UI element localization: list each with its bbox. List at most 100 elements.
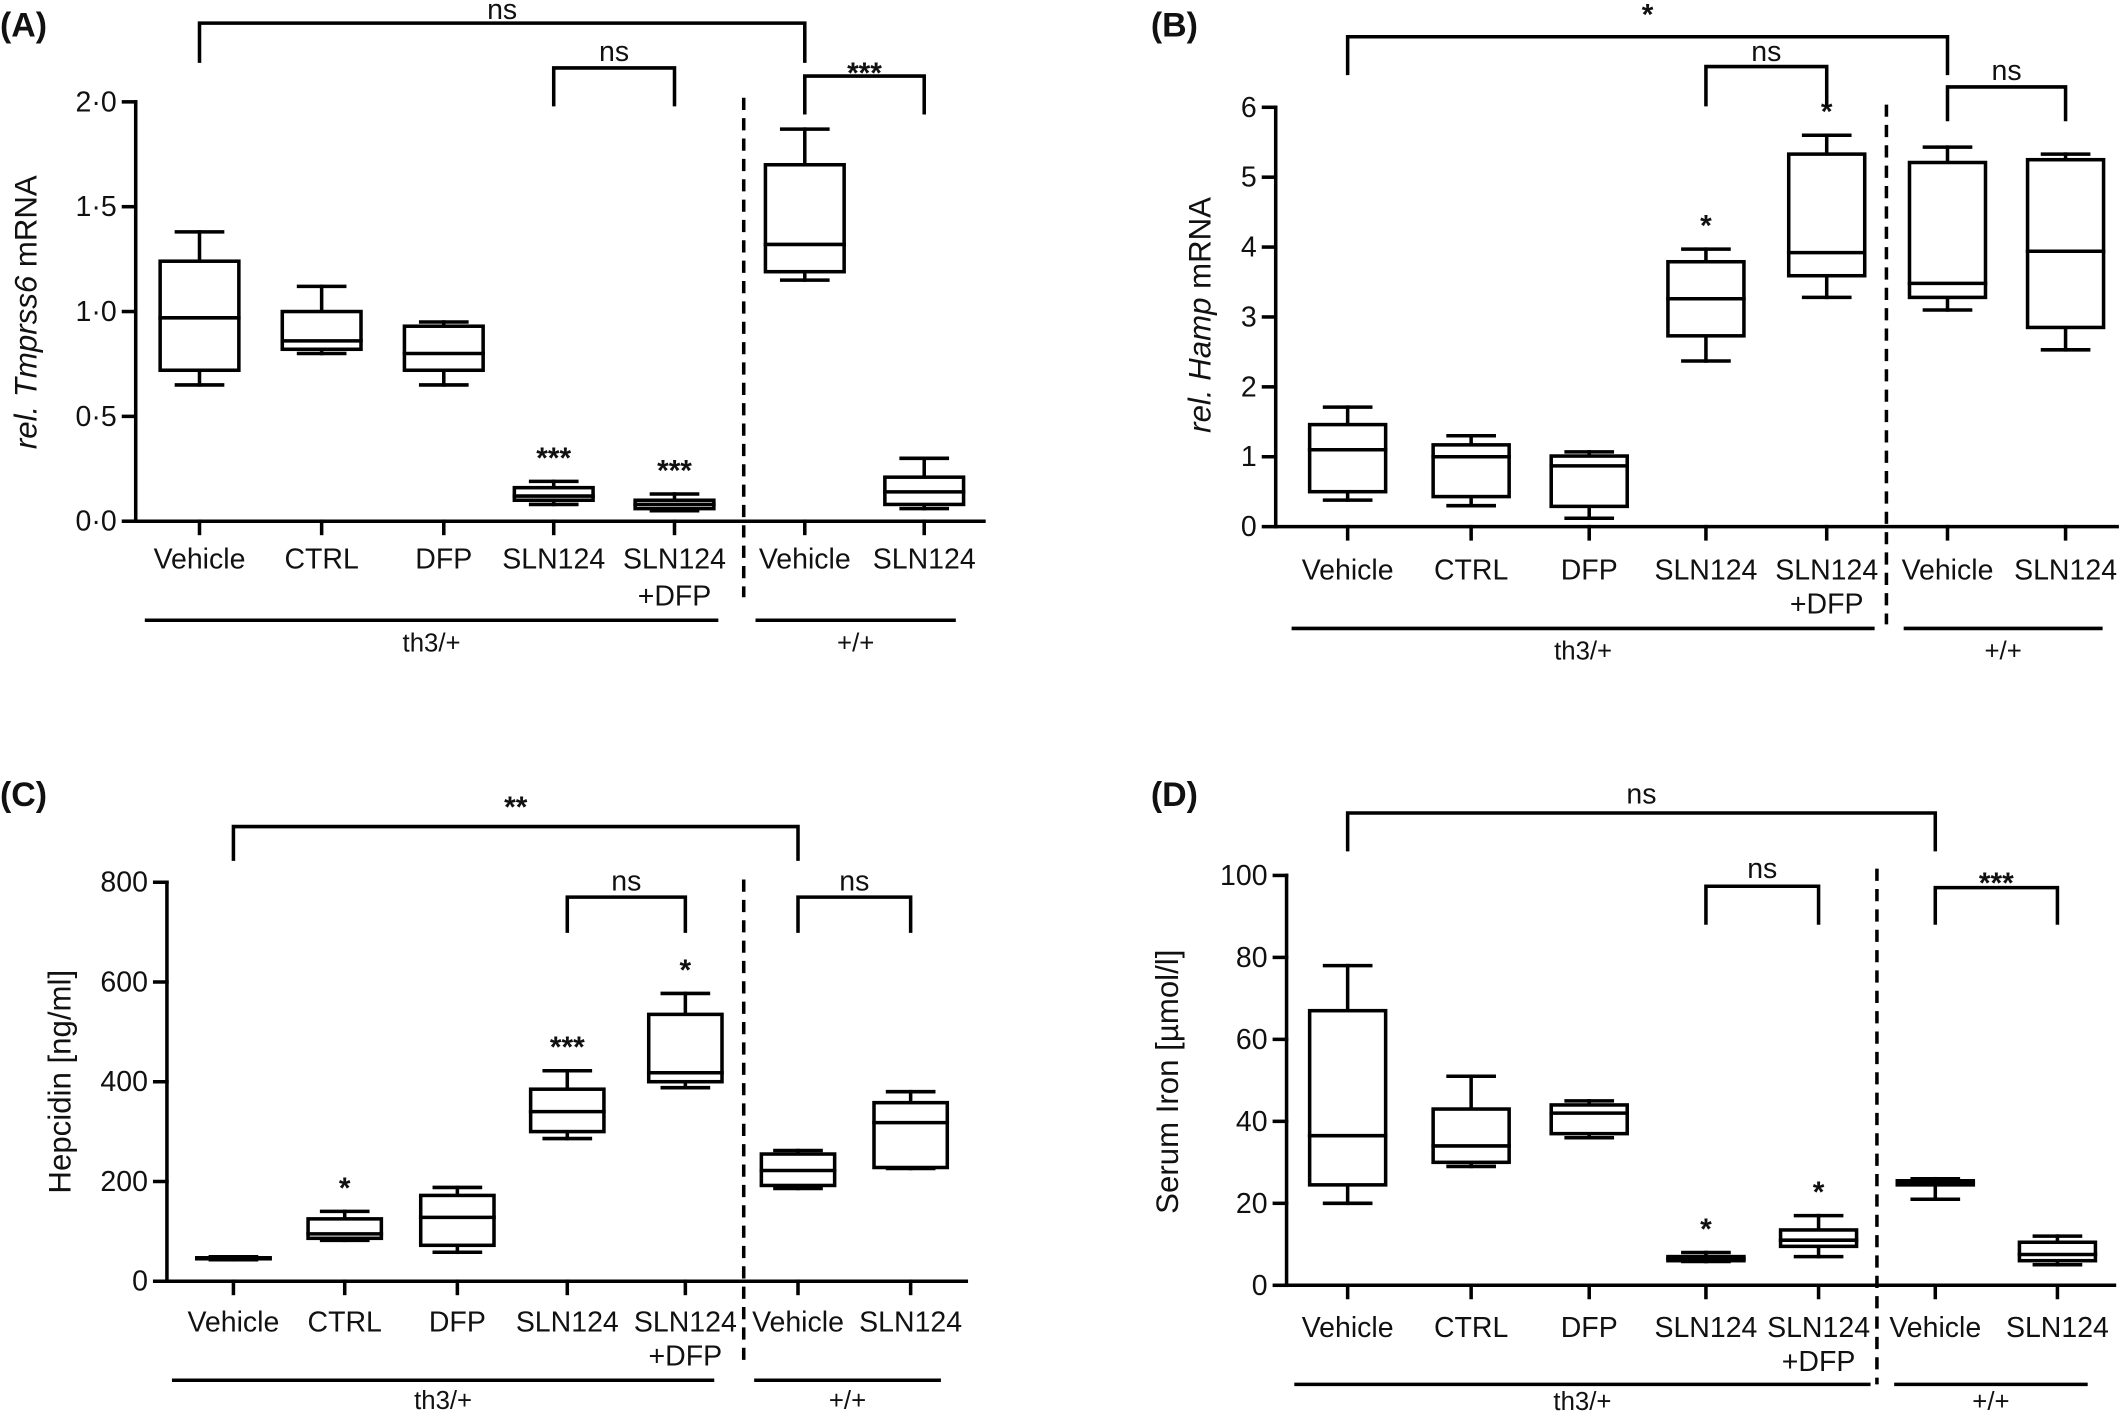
panel-c-category-label: DFP: [429, 1306, 486, 1338]
category-label-line: CTRL: [284, 544, 358, 576]
iqr-box: [763, 162, 846, 274]
panel-b-y-axis-label: rel. Hamp mRNA: [1183, 197, 1218, 433]
panel-d-y-tick-label: 80: [1236, 942, 1268, 974]
panel-a-comparison-label: ns: [487, 0, 517, 26]
panel-c-y-tick-label: 0: [132, 1266, 148, 1298]
panel-c-y-axis-label: Hepcidin [ng/ml]: [43, 970, 78, 1194]
panel-b-y-tick-label: 0: [1241, 511, 1257, 543]
panel-b-comparison-label: ns: [1991, 55, 2021, 87]
panel-d-category-label: SLN124 +DFP: [1767, 1312, 1870, 1378]
iqr-box: [646, 1012, 724, 1084]
iqr-box: [1907, 160, 1988, 300]
panel-b-group-label: +/+: [1985, 638, 2022, 666]
panel-a-label: (A): [0, 7, 47, 45]
panel-d-comparison-bracket: [1704, 884, 1821, 925]
category-label-line: Vehicle: [1302, 1312, 1394, 1344]
panel-d-box-plot-1: [1431, 1074, 1511, 1169]
panel-a-category-label: Vehicle: [759, 544, 851, 576]
panel-d-category-label: SLN124: [2006, 1312, 2109, 1344]
category-label-line: DFP: [1561, 1312, 1618, 1344]
panel-b-y-tick-label: 5: [1241, 162, 1257, 194]
category-label-line: +DFP: [1782, 1346, 1856, 1378]
panel-a-category-label: CTRL: [284, 544, 358, 576]
panel-c-box-plot-1: [306, 1209, 384, 1243]
category-label-line: SLN124: [2006, 1312, 2109, 1344]
panel-b: (B) 0 1 2 3 4 5 6 rel. Hamp mRNA Vehicle CTRL DFP SL…: [1151, 0, 2119, 666]
panel-b-box-plot-6: [2025, 152, 2106, 352]
panel-d-box-plot-2: [1549, 1099, 1629, 1140]
panel-a-category-label: SLN124 +DFP: [623, 544, 726, 613]
category-label-line: SLN124: [502, 544, 605, 576]
panel-c-y-tick-label: 200: [100, 1166, 148, 1198]
panel-a-category-label: DFP: [415, 544, 472, 576]
panel-b-y-tick-label: 3: [1241, 301, 1257, 333]
y-axis-label-part: Serum Iron [µmol/l]: [1150, 950, 1185, 1214]
category-label-line: SLN124: [623, 544, 726, 576]
y-axis-label-part: mRNA: [9, 175, 44, 276]
iqr-box: [1307, 422, 1388, 494]
panel-c: (C) 0 200 400 600 800 Hepcidin [ng/ml] Vehicle C…: [0, 776, 969, 1415]
y-axis-label-part: rel. Tmprss6: [9, 275, 44, 449]
panel-c-category-label: Vehicle: [752, 1306, 844, 1338]
panel-c-category-label: Vehicle: [187, 1306, 279, 1338]
category-label-line: Vehicle: [759, 544, 851, 576]
iqr-box: [2025, 157, 2106, 330]
panel-d-category-label: CTRL: [1434, 1312, 1508, 1344]
panel-d-box-plot-4: [1778, 1213, 1859, 1259]
panel-a-comparison-bracket: [551, 66, 677, 107]
panel-d-y-axis-label: Serum Iron [µmol/l]: [1150, 950, 1185, 1214]
category-label-line: Vehicle: [1302, 555, 1394, 587]
panel-a-box-plot-1: [280, 284, 363, 356]
panel-c-comparison-bracket: [796, 895, 913, 933]
category-label-line: Vehicle: [1902, 555, 1994, 587]
panel-a-significance-mark: ***: [657, 454, 692, 487]
panel-c-category-label: SLN124: [859, 1306, 962, 1338]
iqr-box: [1786, 152, 1867, 278]
category-label-line: +DFP: [638, 580, 712, 612]
panel-a-box-plot-4: [633, 492, 716, 513]
panel-d: (D) 0 20 40 60 80 100 Serum Iron [µmol/l] Vehicl…: [1150, 776, 2117, 1416]
panel-b-group-label: th3/+: [1554, 638, 1612, 666]
panel-a-box-plot-5: [763, 127, 846, 282]
panel-b-box-plot-4: [1786, 133, 1867, 300]
panel-c-significance-mark: *: [680, 954, 692, 987]
category-label-line: +DFP: [1790, 589, 1864, 621]
panel-d-comparison-bracket: [1345, 811, 1938, 852]
panel-a-y-tick-label: 0·0: [76, 506, 117, 538]
iqr-box: [280, 309, 363, 352]
panel-c-category-label: SLN124: [516, 1306, 619, 1338]
panel-a-category-label: Vehicle: [154, 544, 246, 576]
panel-b-category-label: SLN124: [1654, 555, 1757, 587]
panel-b-y-tick-label: 4: [1241, 232, 1257, 264]
panel-b-significance-mark: *: [1821, 96, 1833, 129]
panel-a-category-label: SLN124: [873, 544, 976, 576]
panel-d-comparison-bracket: [1933, 885, 2060, 925]
panel-c-box-plot-5: [759, 1148, 837, 1191]
panel-d-group-label: th3/+: [1553, 1388, 1611, 1416]
category-label-line: SLN124: [859, 1306, 962, 1338]
panel-b-category-label: SLN124: [2014, 555, 2117, 587]
panel-a-y-tick-label: 1·5: [76, 191, 117, 223]
panel-c-category-label: CTRL: [308, 1306, 382, 1338]
iqr-box: [418, 1193, 496, 1248]
panel-d-comparison-label: ***: [1979, 867, 2014, 900]
panel-b-category-label: DFP: [1561, 555, 1618, 587]
category-label-line: DFP: [1561, 555, 1618, 587]
panel-c-comparison-label: **: [504, 791, 528, 824]
panel-c-box-plot-4: [646, 991, 724, 1090]
panel-c-comparison-label: ns: [611, 865, 641, 897]
panel-b-y-tick-label: 6: [1241, 92, 1257, 124]
iqr-box: [1549, 454, 1629, 509]
y-axis-label-part: mRNA: [1183, 197, 1218, 298]
y-axis-label-part: rel. Hamp: [1183, 298, 1218, 433]
panel-a-category-label: SLN124: [502, 544, 605, 576]
category-label-line: SLN124: [634, 1306, 737, 1338]
panel-d-category-label: Vehicle: [1302, 1312, 1394, 1344]
panel-d-y-tick-label: 100: [1220, 860, 1268, 892]
panel-d-significance-mark: *: [1700, 1213, 1712, 1246]
panel-c-y-tick-label: 800: [100, 867, 148, 899]
panel-a-group-label: th3/+: [403, 630, 461, 658]
panel-b-comparison-label: *: [1642, 0, 1654, 32]
panel-b-significance-mark: *: [1700, 210, 1712, 243]
